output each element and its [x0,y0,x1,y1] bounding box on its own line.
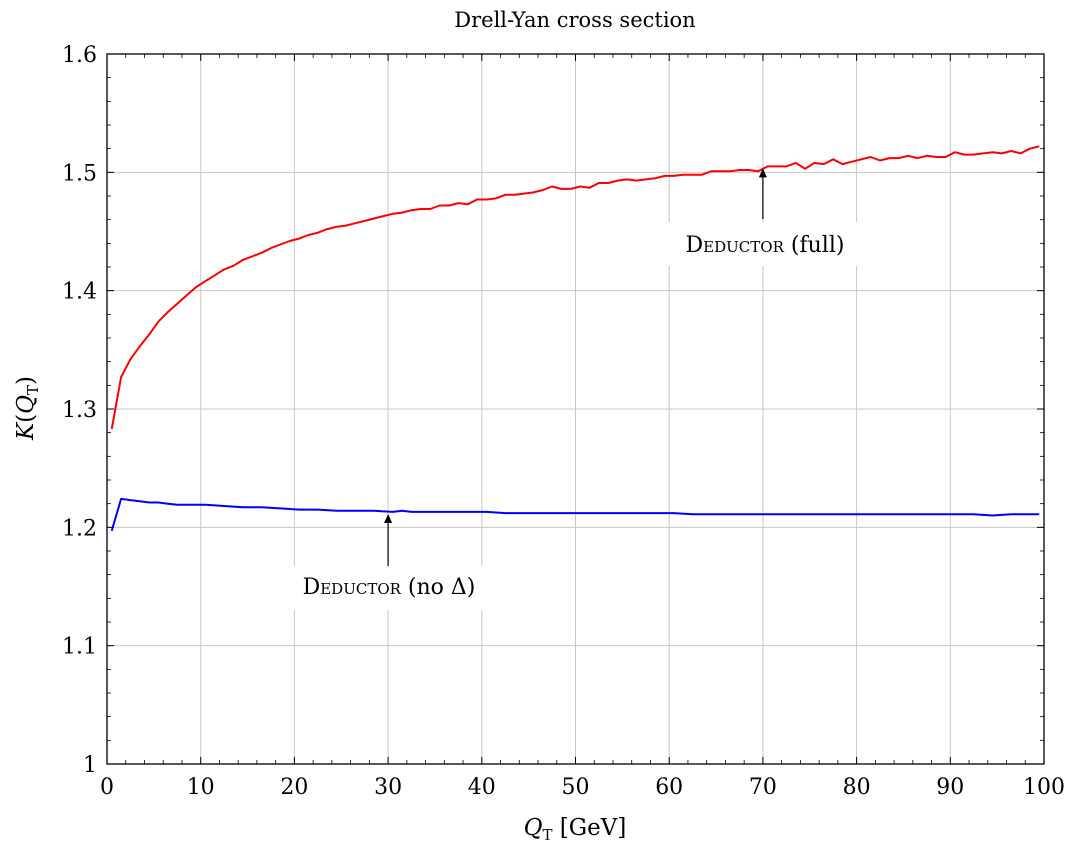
axis-ticks [106,53,1045,765]
x-tick-label: 60 [655,775,683,800]
x-tick-label: 90 [936,775,964,800]
annotation-full-rest: (full) [784,233,845,258]
y-tick-label: 1.3 [62,398,97,423]
x-tick-label: 70 [749,775,777,800]
series-line-1 [110,497,1040,532]
x-tick-label: 0 [100,775,114,800]
y-tick-label: 1 [83,753,97,778]
annotation-nodelta-background [262,566,518,610]
x-tick-label: 40 [468,775,496,800]
y-tick-label: 1.4 [62,280,97,305]
plot-frame [106,53,1045,765]
tick-labels: 0 10 20 30 40 50 60 70 80 90 100 1 1.1 1.2 1.3 1.4 1.5 1.… [62,43,1065,800]
x-tick-label: 100 [1023,775,1065,800]
y-tick-label: 1.6 [62,43,97,68]
x-tick-label: 50 [562,775,590,800]
chart-title: Drell-Yan cross section [454,8,695,32]
x-tick-label: 10 [187,775,215,800]
y-tick-label: 1.2 [62,516,97,541]
y-tick-label: 1.1 [62,635,97,660]
annotation-nodelta-label: Deductor (no Δ) [303,575,476,600]
x-tick-label: 20 [280,775,308,800]
x-axis-label: QT [GeV] [524,815,627,843]
grid-lines [107,54,1044,764]
annotation-full-smallcaps: Deductor [686,233,785,258]
y-axis-label: K(QT) [13,376,42,441]
x-tick-label: 30 [374,775,402,800]
x-tick-label: 80 [843,775,871,800]
annotation-full-label: Deductor (full) [686,233,845,258]
annotation-nodelta-rest: (no Δ) [401,575,475,600]
annotation-nodelta-smallcaps: Deductor [303,575,402,600]
series-lines [110,145,1040,532]
annotation-full-background [648,222,880,266]
series-line-0 [110,145,1040,430]
y-tick-label: 1.5 [62,161,97,186]
